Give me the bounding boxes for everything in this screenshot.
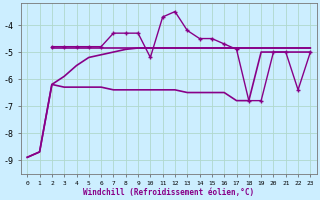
X-axis label: Windchill (Refroidissement éolien,°C): Windchill (Refroidissement éolien,°C) xyxy=(83,188,254,197)
